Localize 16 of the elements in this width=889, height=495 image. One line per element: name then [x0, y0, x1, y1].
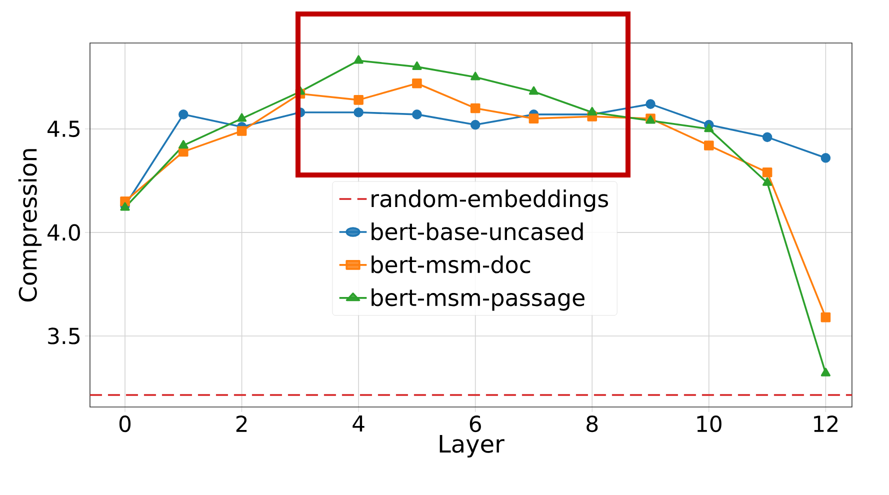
x-tick-label: 4 [352, 416, 364, 432]
x-axis-title: Layer [440, 435, 504, 458]
x-tick-label: 6 [470, 416, 481, 432]
x-tick-label: 0 [119, 416, 131, 432]
y-tick-label: 4.5 [48, 120, 80, 138]
legend-label: bert-msm-passage [372, 288, 584, 311]
legend-label: random-embeddings [372, 190, 608, 212]
y-tick-label: 4.0 [48, 224, 80, 241]
y-axis-title: Compression [18, 149, 42, 302]
legend-label: bert-base-uncased [372, 222, 583, 240]
x-tick-label: 8 [586, 416, 598, 432]
x-tick-label: 10 [697, 416, 722, 432]
x-tick-label: 12 [814, 416, 838, 432]
x-tick-label: 2 [236, 416, 247, 432]
legend-label: bert-msm-doc [372, 255, 530, 274]
y-tick-label: 3.5 [48, 328, 80, 344]
